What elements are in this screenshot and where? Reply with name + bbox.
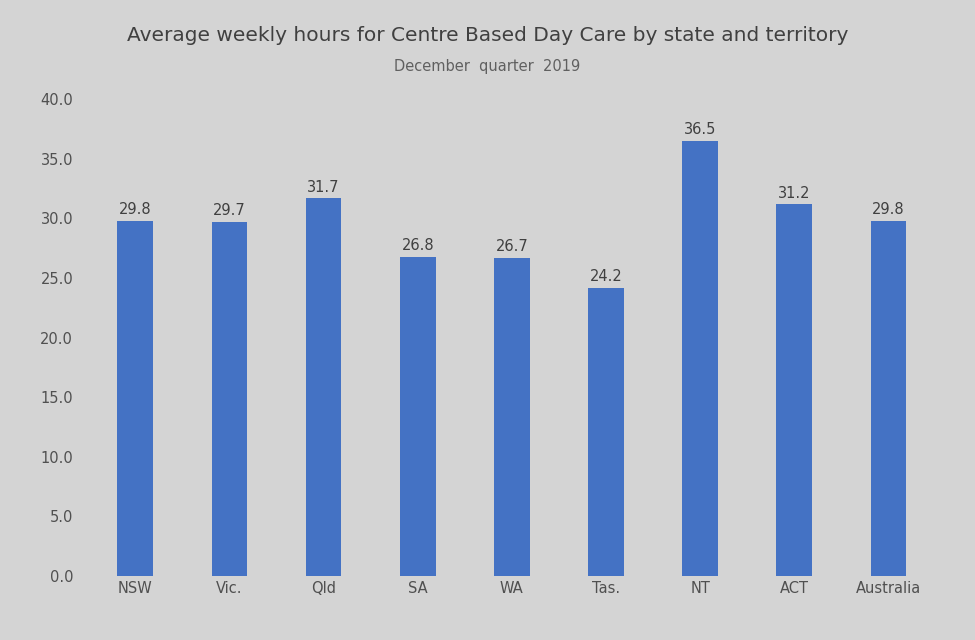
Text: 29.7: 29.7 (214, 204, 246, 218)
Text: 31.7: 31.7 (307, 180, 340, 195)
Bar (306, 198, 341, 576)
Text: 29.8: 29.8 (119, 202, 152, 217)
Text: 26.8: 26.8 (402, 238, 434, 253)
Bar (494, 258, 529, 576)
Bar (871, 221, 907, 576)
Text: 26.7: 26.7 (495, 239, 528, 254)
Bar (400, 257, 436, 576)
Bar (588, 287, 624, 576)
Text: 31.2: 31.2 (778, 186, 810, 200)
Text: Average weekly hours for Centre Based Day Care by state and territory: Average weekly hours for Centre Based Da… (127, 26, 848, 45)
Bar (776, 204, 812, 576)
Text: December  quarter  2019: December quarter 2019 (394, 59, 581, 74)
Bar (682, 141, 718, 576)
Text: 24.2: 24.2 (590, 269, 622, 284)
Text: 29.8: 29.8 (872, 202, 905, 217)
Bar (117, 221, 153, 576)
Text: 36.5: 36.5 (683, 122, 717, 138)
Bar (212, 222, 248, 576)
